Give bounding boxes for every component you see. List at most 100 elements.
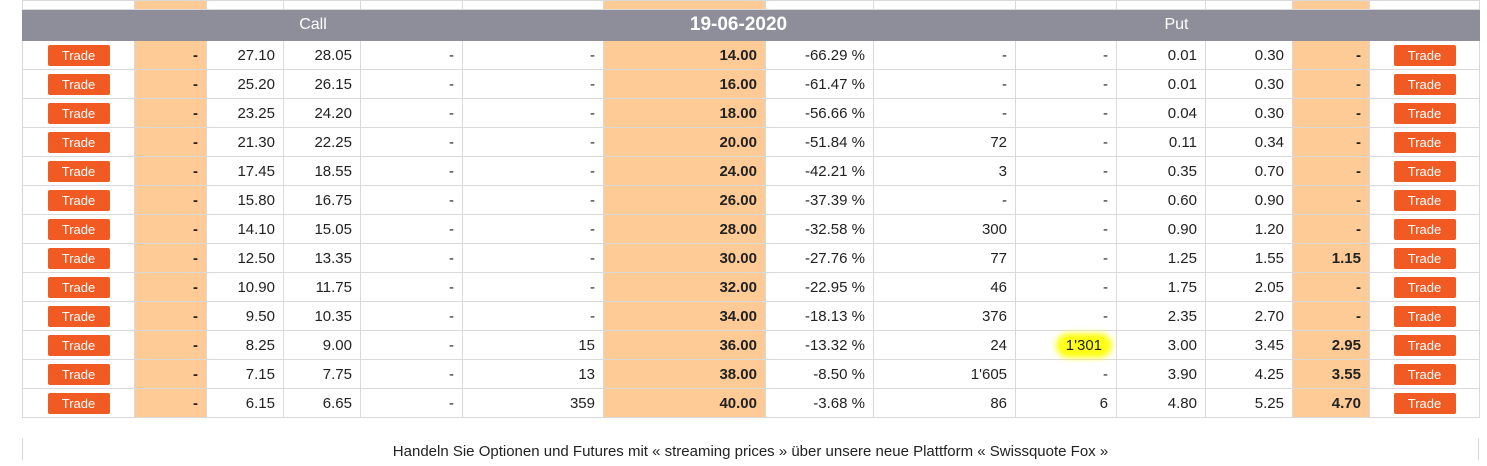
call-last-price: - <box>134 359 207 389</box>
put-ask: 0.34 <box>1205 127 1293 157</box>
put-trade-button[interactable]: Trade <box>1393 131 1456 153</box>
call-open-interest: - <box>462 98 604 128</box>
put-open-interest: - <box>873 185 1016 215</box>
expiry-date-header: 19-06-2020 <box>603 9 874 41</box>
put-trade-button[interactable]: Trade <box>1393 218 1456 240</box>
call-trade-button[interactable]: Trade <box>47 363 110 385</box>
call-trade-button[interactable]: Trade <box>47 276 110 298</box>
strike-distance-pct: -32.58 % <box>765 214 874 244</box>
option-chain-table: Call 19-06-2020 Put Trade -27.10 28.05- -14… <box>22 0 1480 418</box>
put-trade-button[interactable]: Trade <box>1393 160 1456 182</box>
call-open-interest: - <box>462 243 604 273</box>
put-bid: 0.35 <box>1116 156 1206 186</box>
strike-price: 36.00 <box>603 330 766 360</box>
call-trade-button[interactable]: Trade <box>47 218 110 240</box>
call-volume: - <box>360 359 463 389</box>
call-trade-button[interactable]: Trade <box>47 189 110 211</box>
put-trade-button[interactable]: Trade <box>1393 247 1456 269</box>
call-trade-button[interactable]: Trade <box>47 44 110 66</box>
strike-price: 34.00 <box>603 301 766 331</box>
put-trade-button[interactable]: Trade <box>1393 363 1456 385</box>
put-last-price: - <box>1292 98 1370 128</box>
call-trade-button[interactable]: Trade <box>47 392 110 414</box>
strike-price: 24.00 <box>603 156 766 186</box>
put-trade-button[interactable]: Trade <box>1393 189 1456 211</box>
call-ask: 9.00 <box>283 330 361 360</box>
call-ask: 24.20 <box>283 98 361 128</box>
strike-price: 26.00 <box>603 185 766 215</box>
put-bid: 0.60 <box>1116 185 1206 215</box>
put-last-price: 4.70 <box>1292 388 1370 418</box>
strike-distance-pct: -51.84 % <box>765 127 874 157</box>
put-bid: 1.75 <box>1116 272 1206 302</box>
option-row: Trade -12.50 13.35- -30.00 -27.76 % 77-1.25 1.… <box>22 243 1480 273</box>
call-trade-button[interactable]: Trade <box>47 160 110 182</box>
put-last-price: 1.15 <box>1292 243 1370 273</box>
put-volume: 6 <box>1015 388 1117 418</box>
call-trade-button[interactable]: Trade <box>47 334 110 356</box>
put-last-price: 3.55 <box>1292 359 1370 389</box>
call-open-interest: 15 <box>462 330 604 360</box>
call-open-interest: - <box>462 214 604 244</box>
call-open-interest: - <box>462 301 604 331</box>
call-last-price: - <box>134 272 207 302</box>
strike-price: 38.00 <box>603 359 766 389</box>
strike-price: 40.00 <box>603 388 766 418</box>
put-trade-button[interactable]: Trade <box>1393 392 1456 414</box>
call-bid: 21.30 <box>206 127 284 157</box>
call-trade-button[interactable]: Trade <box>47 247 110 269</box>
call-ask: 13.35 <box>283 243 361 273</box>
strike-distance-pct: -42.21 % <box>765 156 874 186</box>
put-trade-button-cell: Trade <box>1369 69 1480 99</box>
call-last-price: - <box>134 156 207 186</box>
option-row: Trade -17.45 18.55- -24.00 -42.21 % 3-0.35 0.7… <box>22 156 1480 186</box>
option-row: Trade -6.15 6.65-359 40.00 -3.68 % 86 6 4.80 5.2… <box>22 388 1480 418</box>
call-ask: 6.65 <box>283 388 361 418</box>
call-trade-button-cell: Trade <box>22 40 135 70</box>
put-trade-button[interactable]: Trade <box>1393 44 1456 66</box>
put-open-interest: 300 <box>873 214 1016 244</box>
put-bid: 3.00 <box>1116 330 1206 360</box>
call-bid: 10.90 <box>206 272 284 302</box>
put-header: Put <box>873 9 1480 41</box>
strike-price: 20.00 <box>603 127 766 157</box>
put-ask: 0.30 <box>1205 69 1293 99</box>
call-bid: 27.10 <box>206 40 284 70</box>
put-trade-button[interactable]: Trade <box>1393 276 1456 298</box>
put-last-price: - <box>1292 69 1370 99</box>
put-trade-button-cell: Trade <box>1369 98 1480 128</box>
put-trade-button[interactable]: Trade <box>1393 334 1456 356</box>
call-trade-button[interactable]: Trade <box>47 102 110 124</box>
put-last-price: - <box>1292 40 1370 70</box>
strike-distance-pct: -27.76 % <box>765 243 874 273</box>
put-trade-button-cell: Trade <box>1369 301 1480 331</box>
put-bid: 2.35 <box>1116 301 1206 331</box>
option-row: Trade -15.80 16.75- -26.00 -37.39 % - -0.60 0.9… <box>22 185 1480 215</box>
call-bid: 7.15 <box>206 359 284 389</box>
call-bid: 6.15 <box>206 388 284 418</box>
call-last-price: - <box>134 127 207 157</box>
put-trade-button[interactable]: Trade <box>1393 102 1456 124</box>
put-open-interest: - <box>873 69 1016 99</box>
put-bid: 0.90 <box>1116 214 1206 244</box>
call-trade-button[interactable]: Trade <box>47 305 110 327</box>
put-open-interest: 72 <box>873 127 1016 157</box>
call-trade-button[interactable]: Trade <box>47 131 110 153</box>
put-trade-button-cell: Trade <box>1369 214 1480 244</box>
call-last-price: - <box>134 185 207 215</box>
call-bid: 15.80 <box>206 185 284 215</box>
call-last-price: - <box>134 69 207 99</box>
call-ask: 16.75 <box>283 185 361 215</box>
call-trade-button[interactable]: Trade <box>47 73 110 95</box>
call-last-price: - <box>134 40 207 70</box>
call-last-price: - <box>134 301 207 331</box>
put-volume: - <box>1015 98 1117 128</box>
promo-text: Handeln Sie Optionen und Futures mit « s… <box>392 443 1109 460</box>
call-trade-button-cell: Trade <box>22 156 135 186</box>
call-trade-button-cell: Trade <box>22 301 135 331</box>
put-ask: 2.70 <box>1205 301 1293 331</box>
put-trade-button[interactable]: Trade <box>1393 73 1456 95</box>
put-trade-button[interactable]: Trade <box>1393 305 1456 327</box>
put-trade-button-cell: Trade <box>1369 388 1480 418</box>
call-last-price: - <box>134 243 207 273</box>
